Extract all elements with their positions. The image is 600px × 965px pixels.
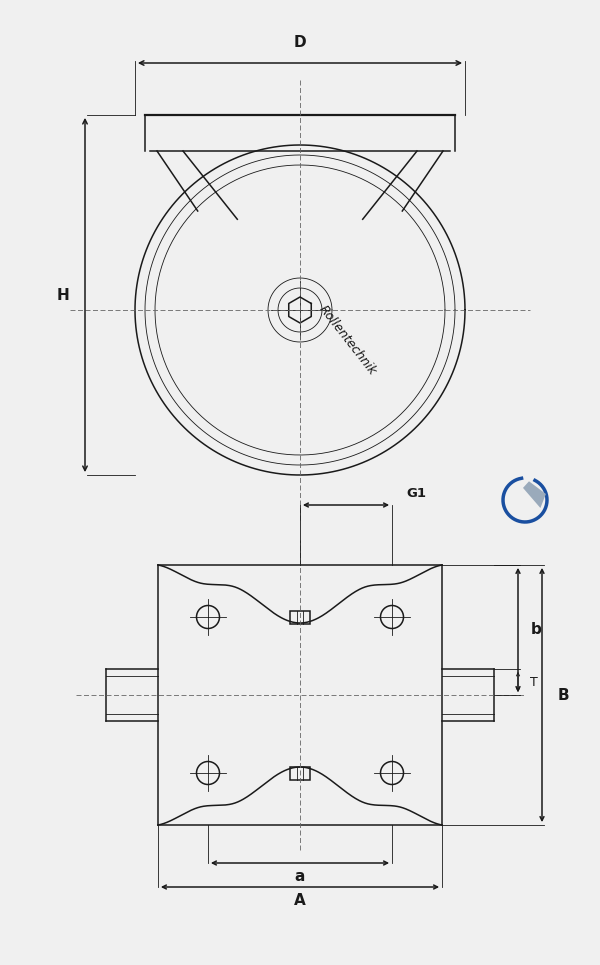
Bar [290,766,310,780]
Text: H: H [56,288,70,302]
Text: Rollentechnik: Rollentechnik [317,303,379,377]
Text: a: a [295,869,305,884]
Text: T: T [530,676,538,688]
Text: A: A [294,893,306,908]
Bar [290,611,310,623]
Polygon shape [523,482,546,508]
Text: B: B [558,687,569,703]
Text: b: b [531,622,542,638]
Text: G1: G1 [406,487,426,500]
Text: D: D [293,35,307,50]
